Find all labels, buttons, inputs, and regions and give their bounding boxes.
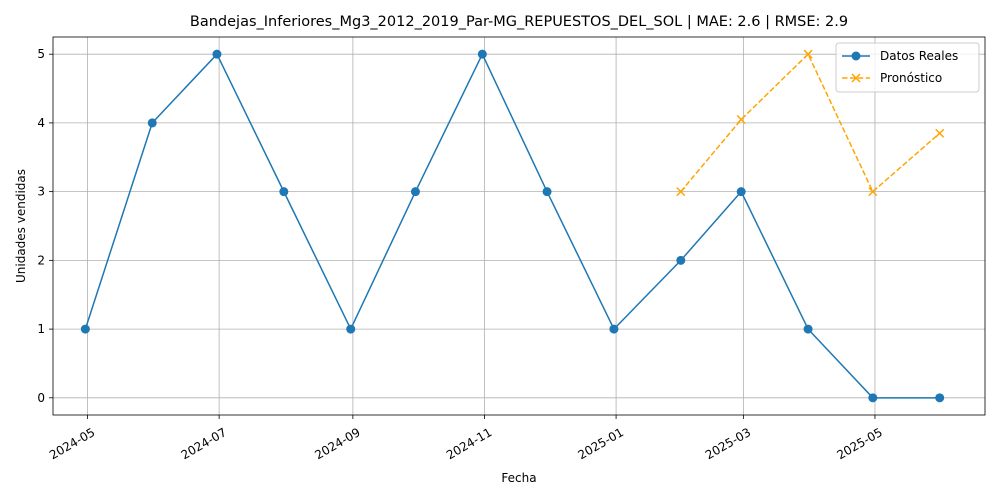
data-point-datos-reales bbox=[80, 324, 90, 334]
data-point-datos-reales bbox=[147, 118, 157, 128]
x-tick-label: 2024-09 bbox=[312, 425, 362, 462]
data-point-datos-reales bbox=[410, 187, 420, 197]
x-tick-label: 2025-05 bbox=[834, 425, 884, 462]
data-point-pronostico bbox=[676, 187, 686, 197]
data-point-datos-reales bbox=[346, 324, 356, 334]
legend-box bbox=[835, 42, 980, 93]
plot-background bbox=[53, 37, 985, 415]
x-axis-ticks: 2024-05 2024-07 2024-09 2024-11 2025-01 2025-… bbox=[47, 415, 885, 462]
x-tick-label: 2024-05 bbox=[47, 425, 97, 462]
legend-label-pronostico: Pronóstico bbox=[880, 71, 942, 85]
series-datos-reales bbox=[80, 49, 945, 403]
x-marker-stroke bbox=[868, 187, 878, 197]
x-marker-stroke bbox=[803, 49, 813, 59]
x-marker-stroke bbox=[736, 114, 746, 125]
legend-marker bbox=[851, 73, 861, 83]
data-point-datos-reales bbox=[803, 324, 813, 334]
data-point-pronostico bbox=[935, 128, 945, 138]
x-axis-title: Fecha bbox=[501, 471, 536, 485]
data-point-datos-reales bbox=[279, 187, 289, 197]
data-point-pronostico bbox=[868, 187, 878, 197]
x-tick-label: 2025-01 bbox=[576, 425, 626, 462]
data-point-datos-reales bbox=[935, 393, 945, 403]
data-point-pronostico bbox=[736, 114, 746, 125]
y-axis-title: Unidades vendidas bbox=[14, 169, 28, 283]
data-point-datos-reales bbox=[868, 393, 878, 403]
legend-handle-datos-reales bbox=[842, 51, 870, 61]
data-point-datos-reales bbox=[542, 187, 552, 197]
x-tick-label: 2024-07 bbox=[179, 425, 229, 462]
chart-title: Bandejas_Inferiores_Mg3_2012_2019_Par-MG… bbox=[190, 14, 848, 30]
y-tick-label: 2 bbox=[37, 253, 45, 267]
x-marker-stroke bbox=[935, 128, 945, 138]
series-layer bbox=[80, 49, 945, 403]
plot-frame bbox=[52, 36, 986, 416]
legend-handle-pronostico bbox=[842, 73, 870, 83]
data-point-datos-reales bbox=[736, 187, 746, 197]
series-pronostico bbox=[676, 49, 945, 197]
grid-lines bbox=[53, 37, 985, 415]
legend-label-datos-reales: Datos Reales bbox=[880, 49, 958, 63]
x-marker-stroke bbox=[676, 187, 686, 197]
x-marker-stroke bbox=[851, 73, 861, 83]
y-tick-label: 0 bbox=[37, 391, 45, 405]
y-tick-label: 3 bbox=[37, 185, 45, 199]
y-tick-label: 1 bbox=[37, 322, 45, 336]
y-tick-label: 5 bbox=[37, 47, 45, 61]
data-point-datos-reales bbox=[212, 49, 222, 59]
data-point-pronostico bbox=[803, 49, 813, 59]
legend-marker bbox=[851, 51, 861, 61]
y-axis-ticks: 0 1 2 3 4 5 bbox=[37, 47, 53, 405]
legend: Datos Reales Pronóstico bbox=[835, 42, 980, 93]
data-point-datos-reales bbox=[676, 255, 686, 265]
data-point-datos-reales bbox=[609, 324, 619, 334]
x-tick-label: 2025-03 bbox=[703, 425, 753, 462]
y-tick-label: 4 bbox=[37, 116, 45, 130]
data-point-datos-reales bbox=[477, 49, 487, 59]
series-line-datos-reales bbox=[84, 53, 940, 399]
x-tick-label: 2024-11 bbox=[444, 425, 494, 462]
